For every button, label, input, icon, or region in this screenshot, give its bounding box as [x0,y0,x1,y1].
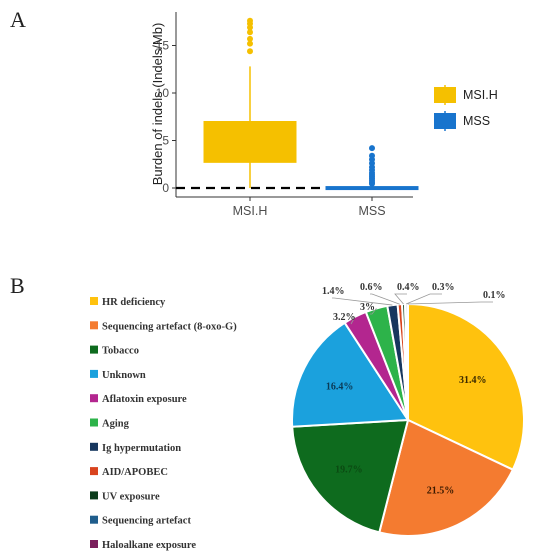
legend-label: Unknown [102,370,146,381]
y-tick-label: 0 [162,181,169,195]
slice-percent-label: 19.7% [335,465,363,476]
legend-swatch [90,442,98,451]
pie-slice [406,302,409,421]
slice-percent-label: 0.4% [397,282,420,293]
outlier-point [247,29,253,36]
outlier-point [247,40,253,47]
legend-label: Sequencing artefact [102,516,191,527]
legend-label: UV exposure [102,491,160,502]
slice-percent-label: 3% [360,302,375,313]
legend-label: Ig hypermutation [102,443,181,454]
y-axis-title: Burden of indels (Indels/Mb) [150,23,165,186]
leader-line [332,297,393,306]
slice-percent-label: 0.3% [432,282,455,293]
legend-label: Aging [102,419,130,430]
leader-line [350,316,356,325]
legend-swatch [90,394,98,403]
slice-percent-label: 3.2% [333,312,356,323]
outlier-point [247,17,253,24]
legend-label: Haloalkane exposure [102,540,196,551]
slice-percent-label: 0.1% [483,290,506,301]
slice-percent-label: 0.6% [360,282,383,293]
pie-chart [291,302,525,537]
pie-slice [407,302,525,471]
outlier-point [369,145,375,152]
legend-swatch [90,297,98,305]
legend-label: Aflatoxin exposure [102,394,187,405]
slice-percent-label: 16.4% [326,381,354,392]
leader-line [405,293,442,305]
slice-percent-label: 31.4% [459,375,487,386]
legend-swatch [90,369,98,378]
legend-swatch [90,491,98,500]
leader-line [370,308,377,315]
pie-legend: HR deficiency Sequencing artefact (8-oxo-… [90,297,237,551]
slice-percent-label: 21.5% [427,485,455,496]
pie-labels: 31.4% 21.5% 19.7% 16.4% 3.2% 3% 1.4% 0.6% 0.4% 0.… [322,282,506,496]
legend-label: AID/APOBEC [102,467,168,478]
legend-swatch [90,515,98,524]
legend-label: Sequencing artefact (8-oxo-G) [102,321,237,332]
panel-b-label: B [10,273,25,298]
y-tick-label: 10 [156,86,170,100]
slice-percent-label: 1.4% [322,286,345,297]
outlier-point [247,48,253,55]
pie-slice [291,418,410,534]
legend-swatch [90,540,98,548]
legend-label-MSS: MSS [463,114,490,128]
leader-line [370,293,400,305]
legend-swatch [90,467,98,476]
box-plot: Burden of indels (Indels/Mb) 0 5 10 15 MSI.… [150,12,498,218]
legend-swatch [90,321,98,330]
y-tick-label: 5 [162,134,169,148]
x-category-label: MSS [358,204,385,218]
leader-line [394,293,407,305]
outlier-point [369,152,375,159]
outlier-point [247,35,253,42]
legend-label: Tobacco [102,346,139,357]
box-MSI.H [203,121,297,163]
legend-swatch [90,418,98,427]
pie-slice [291,321,410,428]
legend-label-MSI.H: MSI.H [463,88,498,102]
legend-swatch [90,345,98,354]
leader-line [407,301,493,305]
panel-a-label: A [10,7,26,32]
legend-label: HR deficiency [102,297,166,308]
x-category-label: MSI.H [233,204,268,218]
y-tick-label: 15 [156,39,170,53]
pie-slice [378,418,515,537]
